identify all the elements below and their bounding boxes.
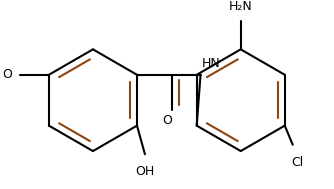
Text: O: O [162,114,172,127]
Text: OH: OH [135,165,155,178]
Text: Cl: Cl [291,156,304,169]
Text: H₂N: H₂N [229,0,253,13]
Text: O: O [2,68,12,81]
Text: HN: HN [202,57,221,70]
